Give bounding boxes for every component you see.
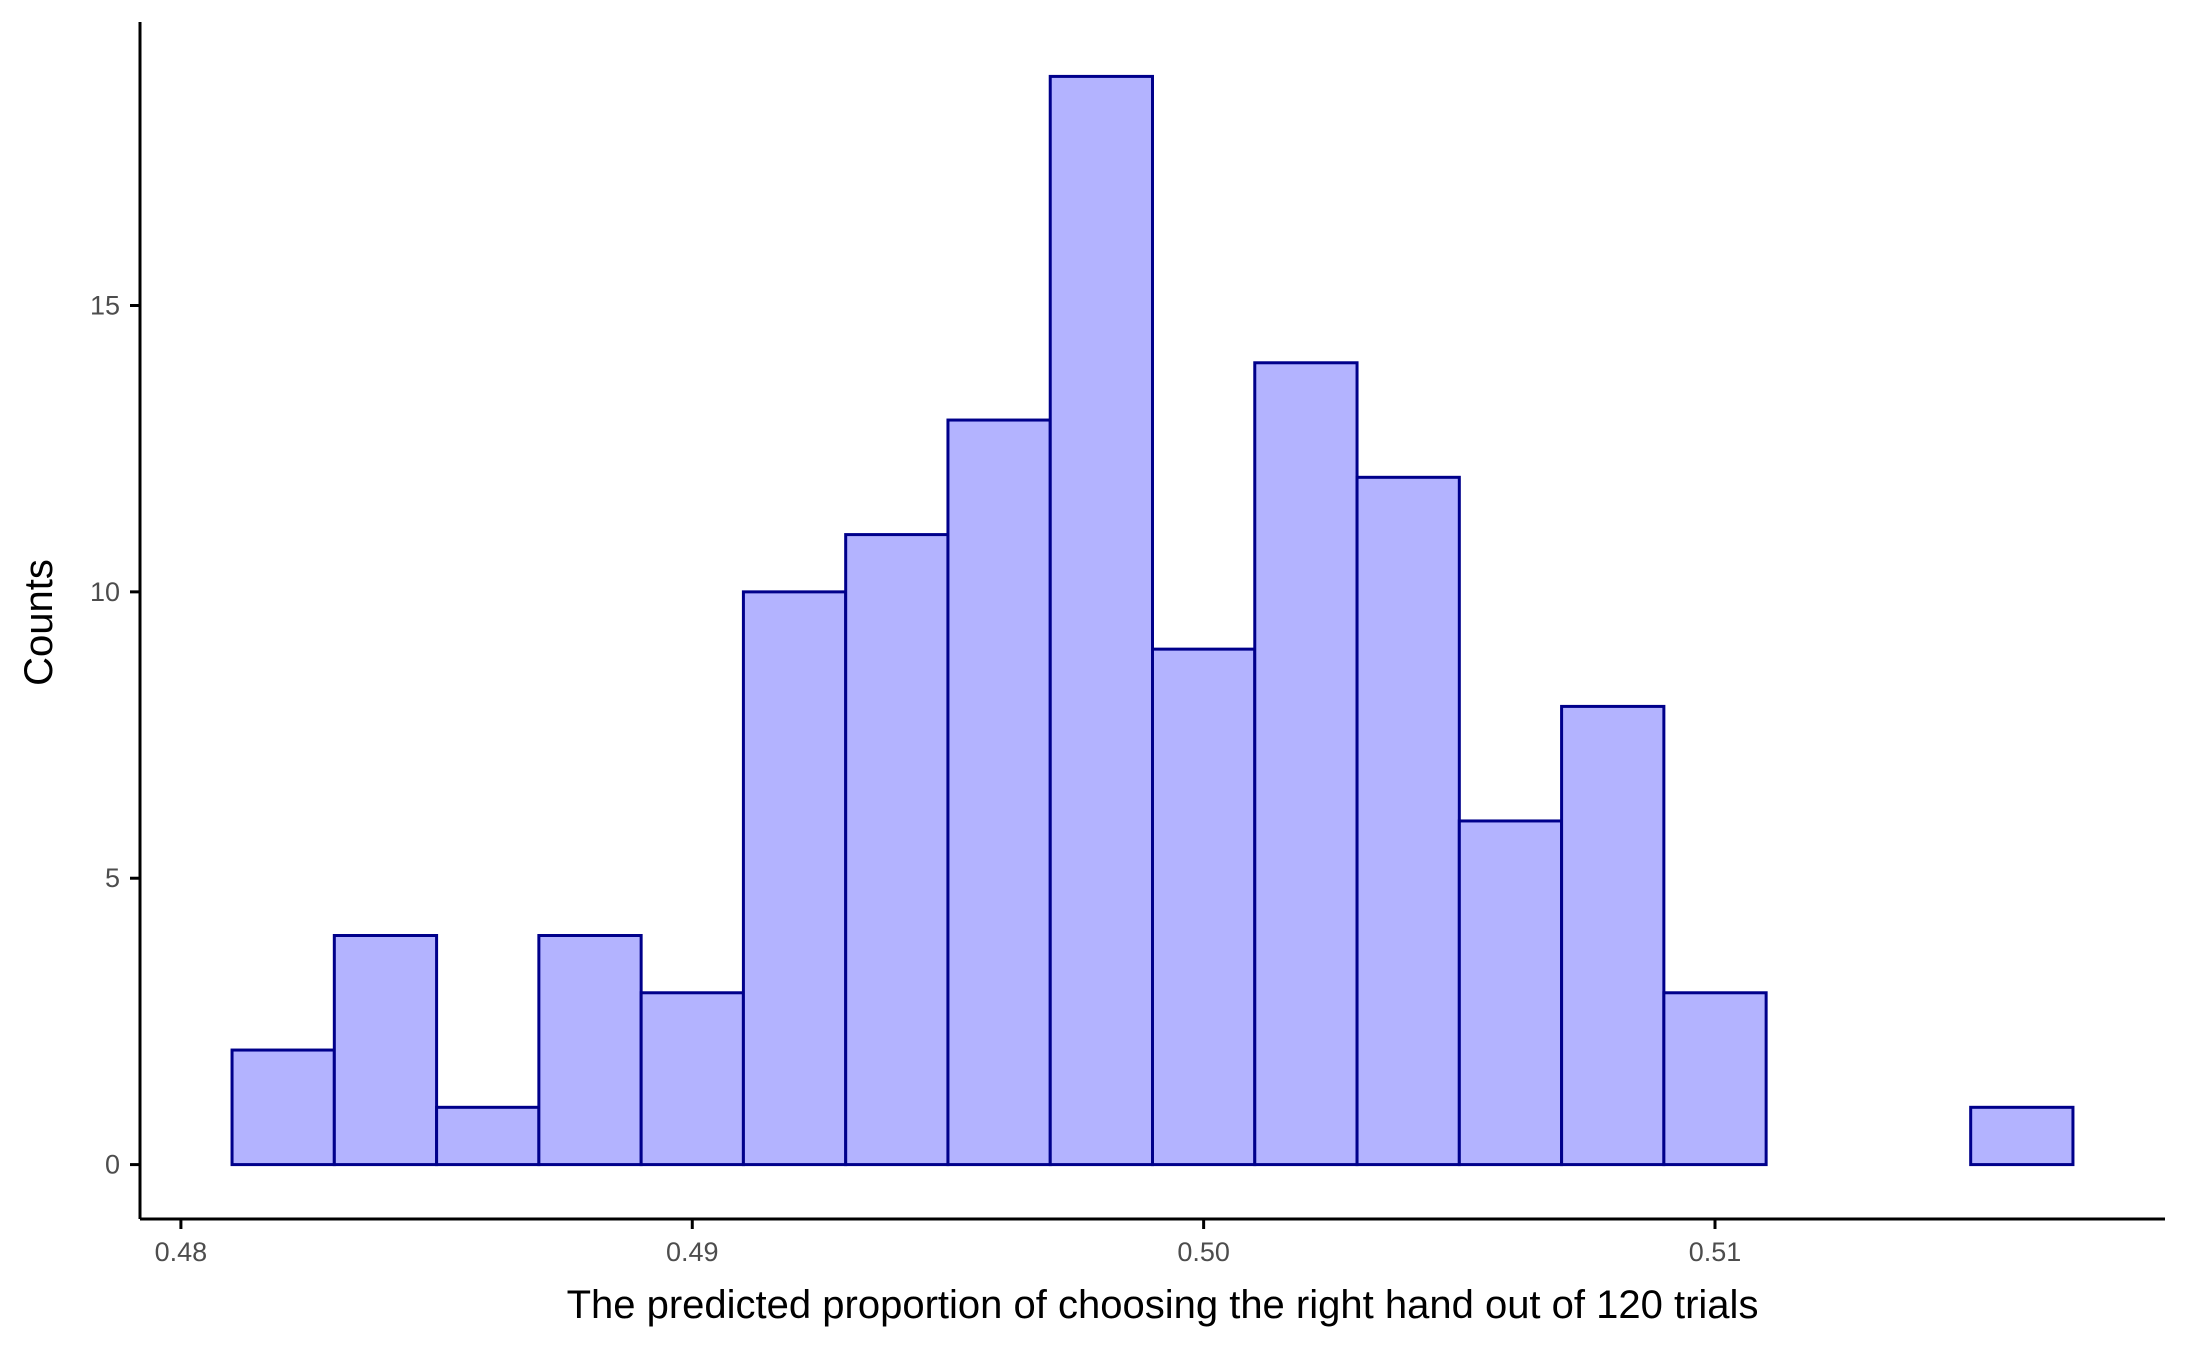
histogram-bar [946,418,1052,1167]
histogram-bar [1969,1105,2075,1167]
histogram-bar [844,533,950,1167]
x-axis-ticks: 0.48 0.49 0.50 0.51 [155,1219,1742,1267]
y-axis-title: Counts [17,559,61,686]
histogram-bar [435,1105,541,1167]
histogram-bar [1457,819,1564,1167]
histogram-bar [537,934,643,1167]
histogram-bar [639,991,745,1167]
y-tick-label: 0 [105,1150,120,1180]
histogram-bar [1253,361,1359,1167]
histogram-bar [1151,647,1257,1167]
y-axis-ticks: 0 5 10 15 [90,291,140,1180]
x-axis-title: The predicted proportion of choosing the… [567,1283,1759,1327]
histogram-bar [1355,475,1461,1167]
histogram-bar [1662,991,1768,1167]
x-tick-label: 0.50 [1177,1237,1230,1267]
x-tick-label: 0.48 [155,1237,208,1267]
histogram-bar [230,1048,336,1167]
x-tick-label: 0.49 [666,1237,719,1267]
y-tick-label: 15 [90,291,120,321]
histogram-bar [1560,704,1666,1167]
y-tick-label: 5 [105,863,120,893]
histogram-bar [332,934,439,1167]
histogram-bar [1048,74,1155,1167]
histogram-bar [741,590,848,1167]
x-tick-label: 0.51 [1689,1237,1742,1267]
y-tick-label: 10 [90,577,120,607]
histogram-bars [230,74,2075,1167]
